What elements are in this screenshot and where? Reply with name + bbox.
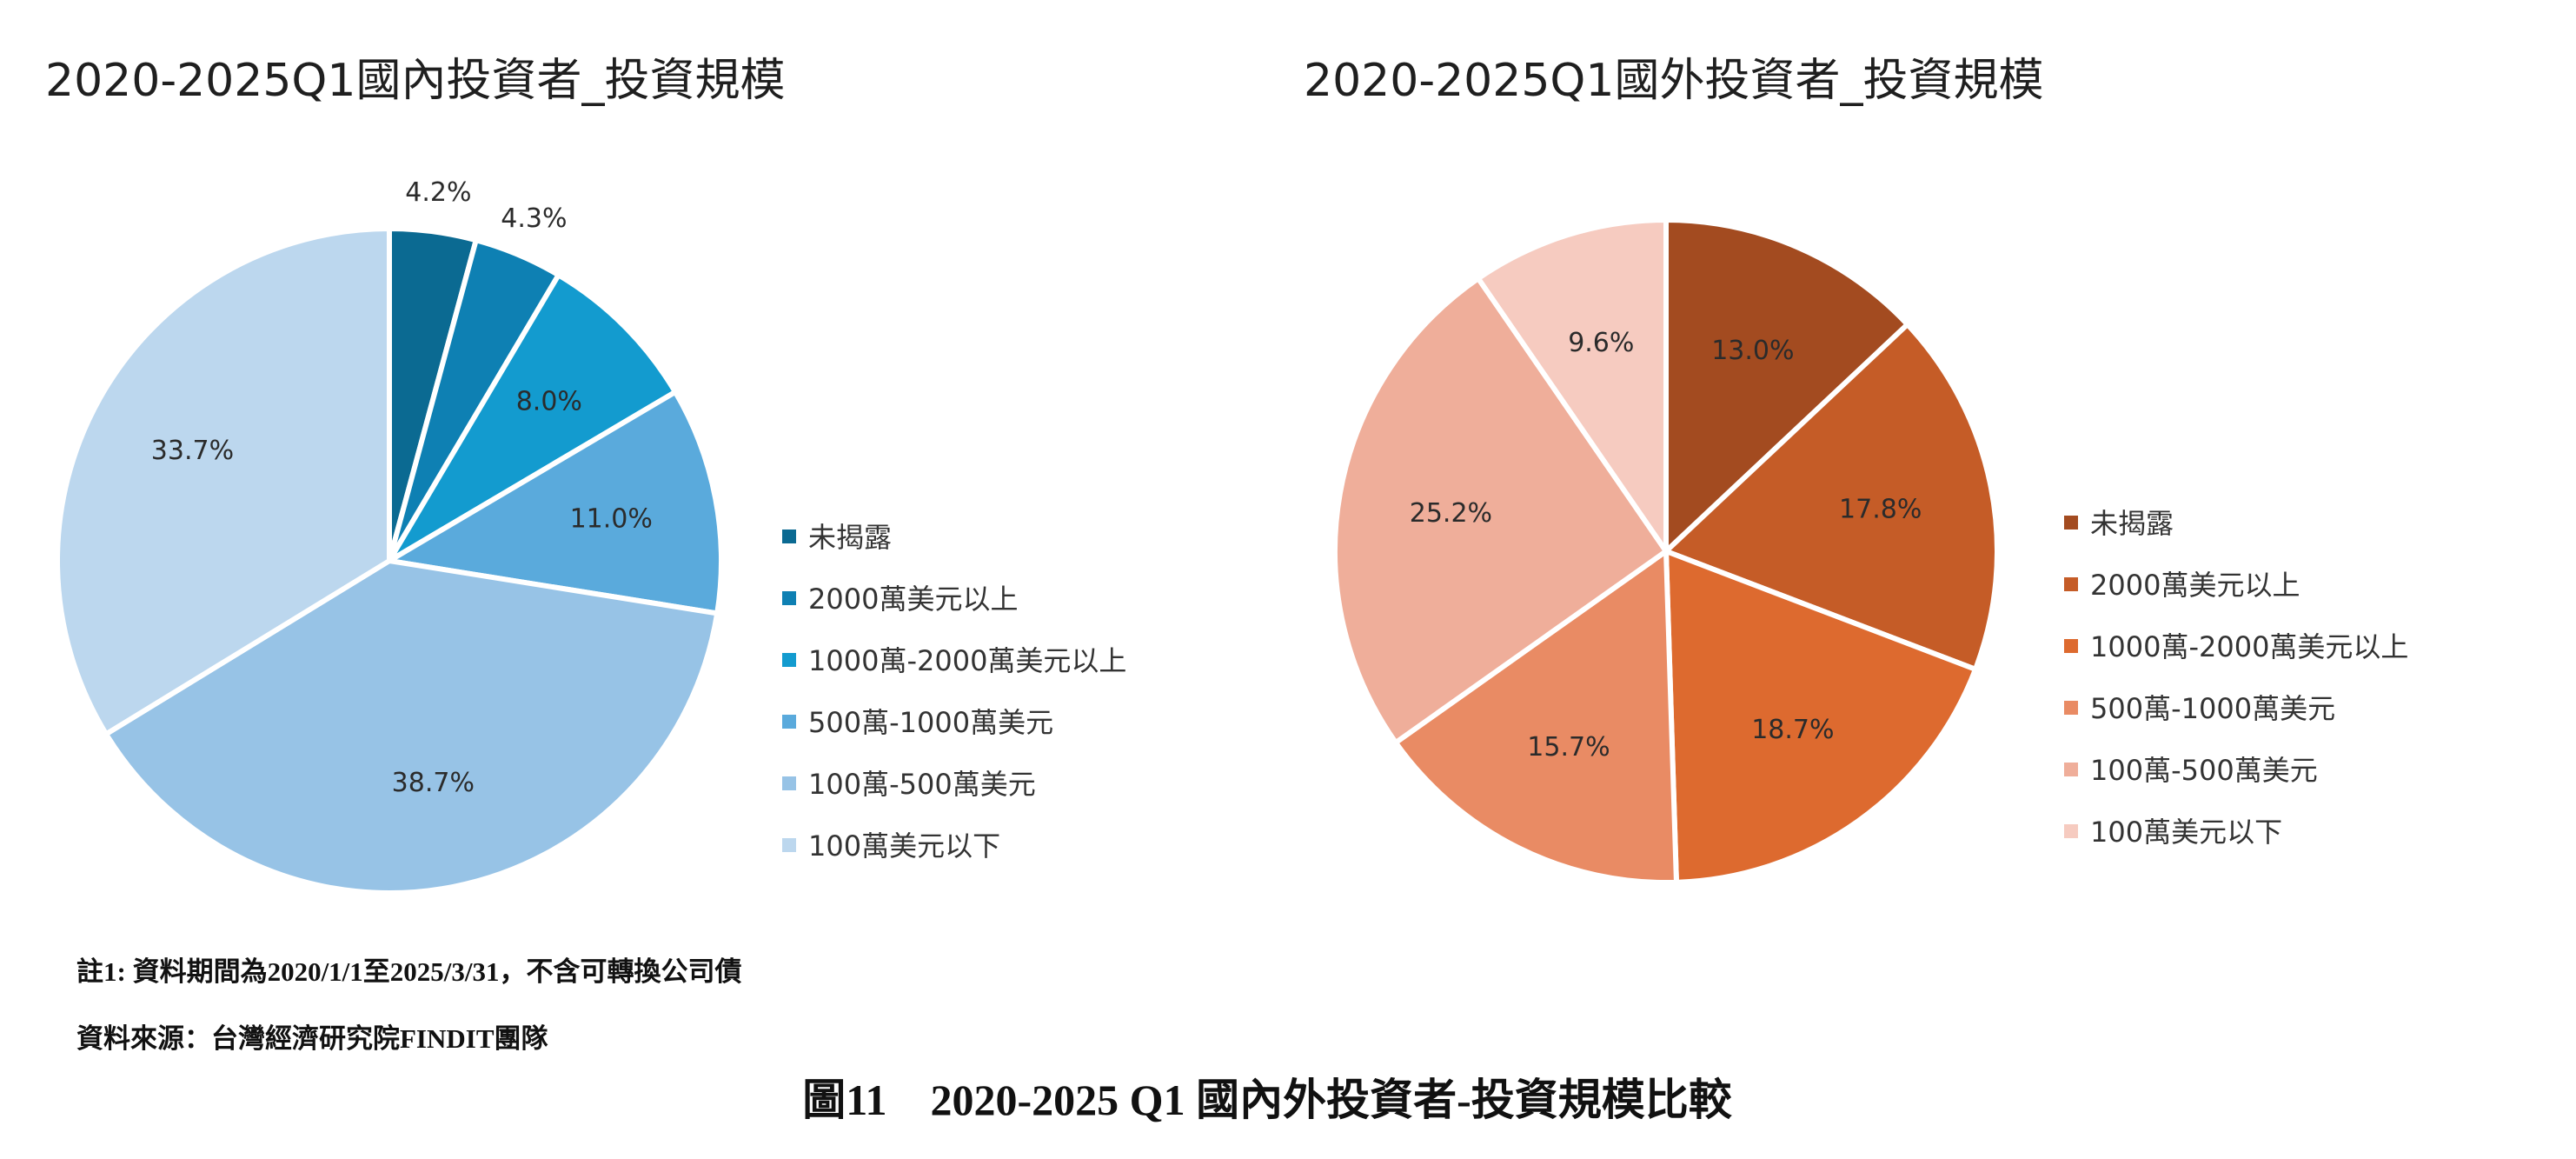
foreign-slice-label-2: 18.7% [1751,715,1834,745]
foreign-slice-label-5: 9.6% [1568,328,1634,358]
domestic-pie: 4.2% 4.3% 8.0% 11.0% 38.7% 33.7% [55,177,724,896]
domestic-legend-label-4: 100萬-500萬美元 [808,768,1036,801]
domestic-slice-label-5: 33.7% [151,436,234,466]
foreign-legend-swatch-1 [2064,577,2078,591]
foreign-legend-swatch-3 [2064,701,2078,715]
figure-caption: 圖11 2020-2025 Q1 國內外投資者-投資規模比較 [802,1076,1732,1124]
domestic-slice-3 [387,389,724,616]
foreign-slice-label-0: 13.0% [1711,336,1794,366]
foreign-legend-swatch-4 [2064,763,2078,776]
foreign-legend-label-5: 100萬美元以下 [2090,816,2282,849]
foreign-legend-swatch-0 [2064,516,2078,530]
domestic-slice-4 [103,558,720,896]
note-1: 註1: 資料期間為2020/1/1至2025/3/31，不含可轉換公司債 [76,956,742,987]
foreign-legend-swatch-5 [2064,824,2078,838]
domestic-slice-label-2: 8.0% [516,386,582,416]
domestic-legend-label-5: 100萬美元以下 [808,829,1000,863]
foreign-slice-2 [1663,549,1978,885]
foreign-chart: 2020-2025Q1國外投資者_投資規模 13.0% 17.8% 18.7% 15.… [1304,55,2408,885]
foreign-pie: 13.0% 17.8% 18.7% 15.7% 25.2% 9.6% [1332,217,2000,885]
data-source-note: 資料來源：台灣經濟研究院FINDIT團隊 [76,1023,548,1054]
foreign-legend-label-3: 500萬-1000萬美元 [2090,692,2335,725]
domestic-legend-swatch-2 [782,653,796,667]
domestic-legend: 未揭露 2000萬美元以上 1000萬-2000萬美元以上 500萬-1000萬美元 1… [782,521,1126,863]
foreign-slice-label-4: 25.2% [1410,498,1492,529]
domestic-slice-5 [55,226,392,737]
foreign-legend-swatch-2 [2064,639,2078,653]
foreign-legend-label-4: 100萬-500萬美元 [2090,754,2318,787]
domestic-legend-label-0: 未揭露 [808,521,892,554]
domestic-slice-2 [387,272,679,563]
foreign-slice-label-3: 15.7% [1527,732,1610,763]
foreign-legend-label-0: 未揭露 [2090,507,2174,540]
domestic-chart: 2020-2025Q1國內投資者_投資規模 4.2% 4.3% 8.0% 11.0% 3… [45,55,1126,896]
foreign-slice-0 [1663,217,1910,554]
domestic-slice-label-3: 11.0% [570,504,653,535]
domestic-legend-label-3: 500萬-1000萬美元 [808,706,1053,739]
foreign-slice-4 [1332,276,1669,746]
domestic-slice-label-4: 38.7% [392,768,475,798]
foreign-legend-label-2: 1000萬-2000萬美元以上 [2090,630,2408,663]
domestic-legend-label-1: 2000萬美元以上 [808,583,1018,616]
domestic-legend-swatch-5 [782,838,796,852]
foreign-slice-label-1: 17.8% [1839,494,1922,524]
foreign-legend: 未揭露 2000萬美元以上 1000萬-2000萬美元以上 500萬-1000萬美元 1… [2064,507,2408,849]
foreign-slice-1 [1663,322,2000,672]
domestic-slice-label-0: 4.2% [405,177,471,208]
domestic-slice-label-1: 4.3% [501,203,567,234]
domestic-legend-swatch-0 [782,530,796,543]
domestic-legend-swatch-3 [782,715,796,729]
foreign-legend-label-1: 2000萬美元以上 [2090,569,2300,602]
foreign-slice-5 [1475,217,1669,554]
domestic-legend-swatch-1 [782,591,796,605]
domestic-chart-title: 2020-2025Q1國內投資者_投資規模 [45,55,785,107]
foreign-chart-title: 2020-2025Q1國外投資者_投資規模 [1304,55,2043,107]
foreign-slice-3 [1392,549,1679,885]
domestic-legend-swatch-4 [782,776,796,790]
domestic-legend-label-2: 1000萬-2000萬美元以上 [808,644,1126,677]
